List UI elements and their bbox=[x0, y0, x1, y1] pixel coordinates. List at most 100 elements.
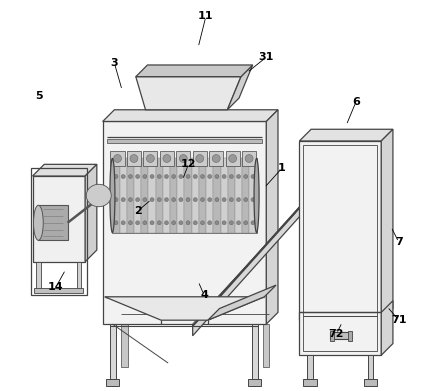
Bar bbox=[206, 158, 214, 233]
Bar bbox=[249, 158, 256, 233]
Circle shape bbox=[128, 197, 132, 202]
Bar bbox=[141, 158, 148, 233]
Bar bbox=[192, 158, 199, 233]
Polygon shape bbox=[381, 129, 393, 320]
Circle shape bbox=[201, 197, 205, 202]
Circle shape bbox=[208, 221, 212, 225]
Text: 3: 3 bbox=[111, 58, 118, 68]
Text: 5: 5 bbox=[35, 91, 43, 101]
Circle shape bbox=[186, 174, 190, 179]
Circle shape bbox=[130, 154, 138, 162]
Bar bbox=[110, 151, 124, 166]
Circle shape bbox=[121, 221, 125, 225]
Bar bbox=[160, 151, 174, 166]
Bar bbox=[242, 151, 256, 166]
Circle shape bbox=[114, 197, 118, 202]
Circle shape bbox=[143, 197, 147, 202]
Polygon shape bbox=[193, 198, 307, 336]
Bar bbox=[235, 158, 242, 233]
Bar bbox=[106, 378, 120, 386]
Circle shape bbox=[163, 154, 171, 162]
Circle shape bbox=[237, 197, 241, 202]
Bar bbox=[303, 316, 377, 352]
Bar bbox=[144, 151, 157, 166]
Text: 7: 7 bbox=[395, 237, 403, 247]
Bar bbox=[113, 158, 256, 233]
Bar bbox=[214, 158, 221, 233]
Circle shape bbox=[114, 174, 118, 179]
Bar bbox=[307, 355, 313, 378]
Circle shape bbox=[229, 197, 233, 202]
Circle shape bbox=[157, 197, 161, 202]
Circle shape bbox=[237, 174, 241, 179]
Polygon shape bbox=[208, 285, 276, 320]
Polygon shape bbox=[85, 164, 97, 262]
Circle shape bbox=[244, 221, 248, 225]
Circle shape bbox=[193, 197, 197, 202]
Ellipse shape bbox=[254, 158, 259, 233]
Polygon shape bbox=[381, 301, 393, 355]
Bar bbox=[299, 141, 381, 320]
Bar bbox=[103, 122, 266, 324]
Circle shape bbox=[121, 174, 125, 179]
Bar bbox=[193, 151, 207, 166]
Circle shape bbox=[147, 154, 154, 162]
Circle shape bbox=[212, 154, 220, 162]
Circle shape bbox=[150, 197, 154, 202]
Circle shape bbox=[201, 221, 205, 225]
Bar bbox=[303, 378, 317, 386]
Circle shape bbox=[208, 197, 212, 202]
Bar bbox=[127, 158, 134, 233]
Ellipse shape bbox=[92, 185, 106, 206]
Bar bbox=[228, 158, 235, 233]
Bar bbox=[252, 324, 258, 378]
Circle shape bbox=[179, 174, 183, 179]
Circle shape bbox=[179, 197, 183, 202]
Circle shape bbox=[157, 174, 161, 179]
Bar bbox=[299, 312, 381, 355]
Bar bbox=[330, 332, 351, 339]
Bar bbox=[163, 158, 170, 233]
Bar bbox=[36, 262, 41, 289]
Bar bbox=[263, 324, 269, 367]
Circle shape bbox=[251, 221, 255, 225]
Bar bbox=[177, 158, 184, 233]
Bar bbox=[77, 262, 81, 289]
Bar bbox=[110, 324, 116, 378]
Bar bbox=[39, 205, 68, 240]
Circle shape bbox=[128, 174, 132, 179]
Circle shape bbox=[164, 221, 168, 225]
Bar bbox=[364, 378, 377, 386]
Circle shape bbox=[196, 154, 204, 162]
Bar bbox=[209, 151, 223, 166]
Polygon shape bbox=[227, 65, 253, 110]
Polygon shape bbox=[299, 129, 393, 141]
Circle shape bbox=[251, 174, 255, 179]
Bar bbox=[121, 324, 128, 367]
Bar bbox=[31, 168, 87, 295]
Bar bbox=[330, 331, 334, 341]
Circle shape bbox=[244, 174, 248, 179]
Circle shape bbox=[128, 221, 132, 225]
Text: 31: 31 bbox=[259, 52, 274, 62]
Bar bbox=[242, 158, 249, 233]
Ellipse shape bbox=[110, 158, 115, 233]
Bar bbox=[155, 158, 163, 233]
Bar bbox=[348, 331, 352, 341]
Circle shape bbox=[171, 221, 176, 225]
Text: 14: 14 bbox=[48, 282, 64, 292]
Bar bbox=[107, 139, 262, 143]
Text: 71: 71 bbox=[391, 315, 407, 325]
Circle shape bbox=[113, 154, 121, 162]
Bar bbox=[134, 158, 141, 233]
Circle shape bbox=[150, 174, 154, 179]
Polygon shape bbox=[136, 65, 253, 77]
Circle shape bbox=[143, 174, 147, 179]
Circle shape bbox=[222, 197, 226, 202]
Circle shape bbox=[215, 221, 219, 225]
Bar bbox=[303, 145, 377, 316]
Bar bbox=[35, 288, 83, 293]
Bar bbox=[127, 151, 141, 166]
Text: 2: 2 bbox=[134, 206, 142, 216]
Circle shape bbox=[245, 154, 253, 162]
